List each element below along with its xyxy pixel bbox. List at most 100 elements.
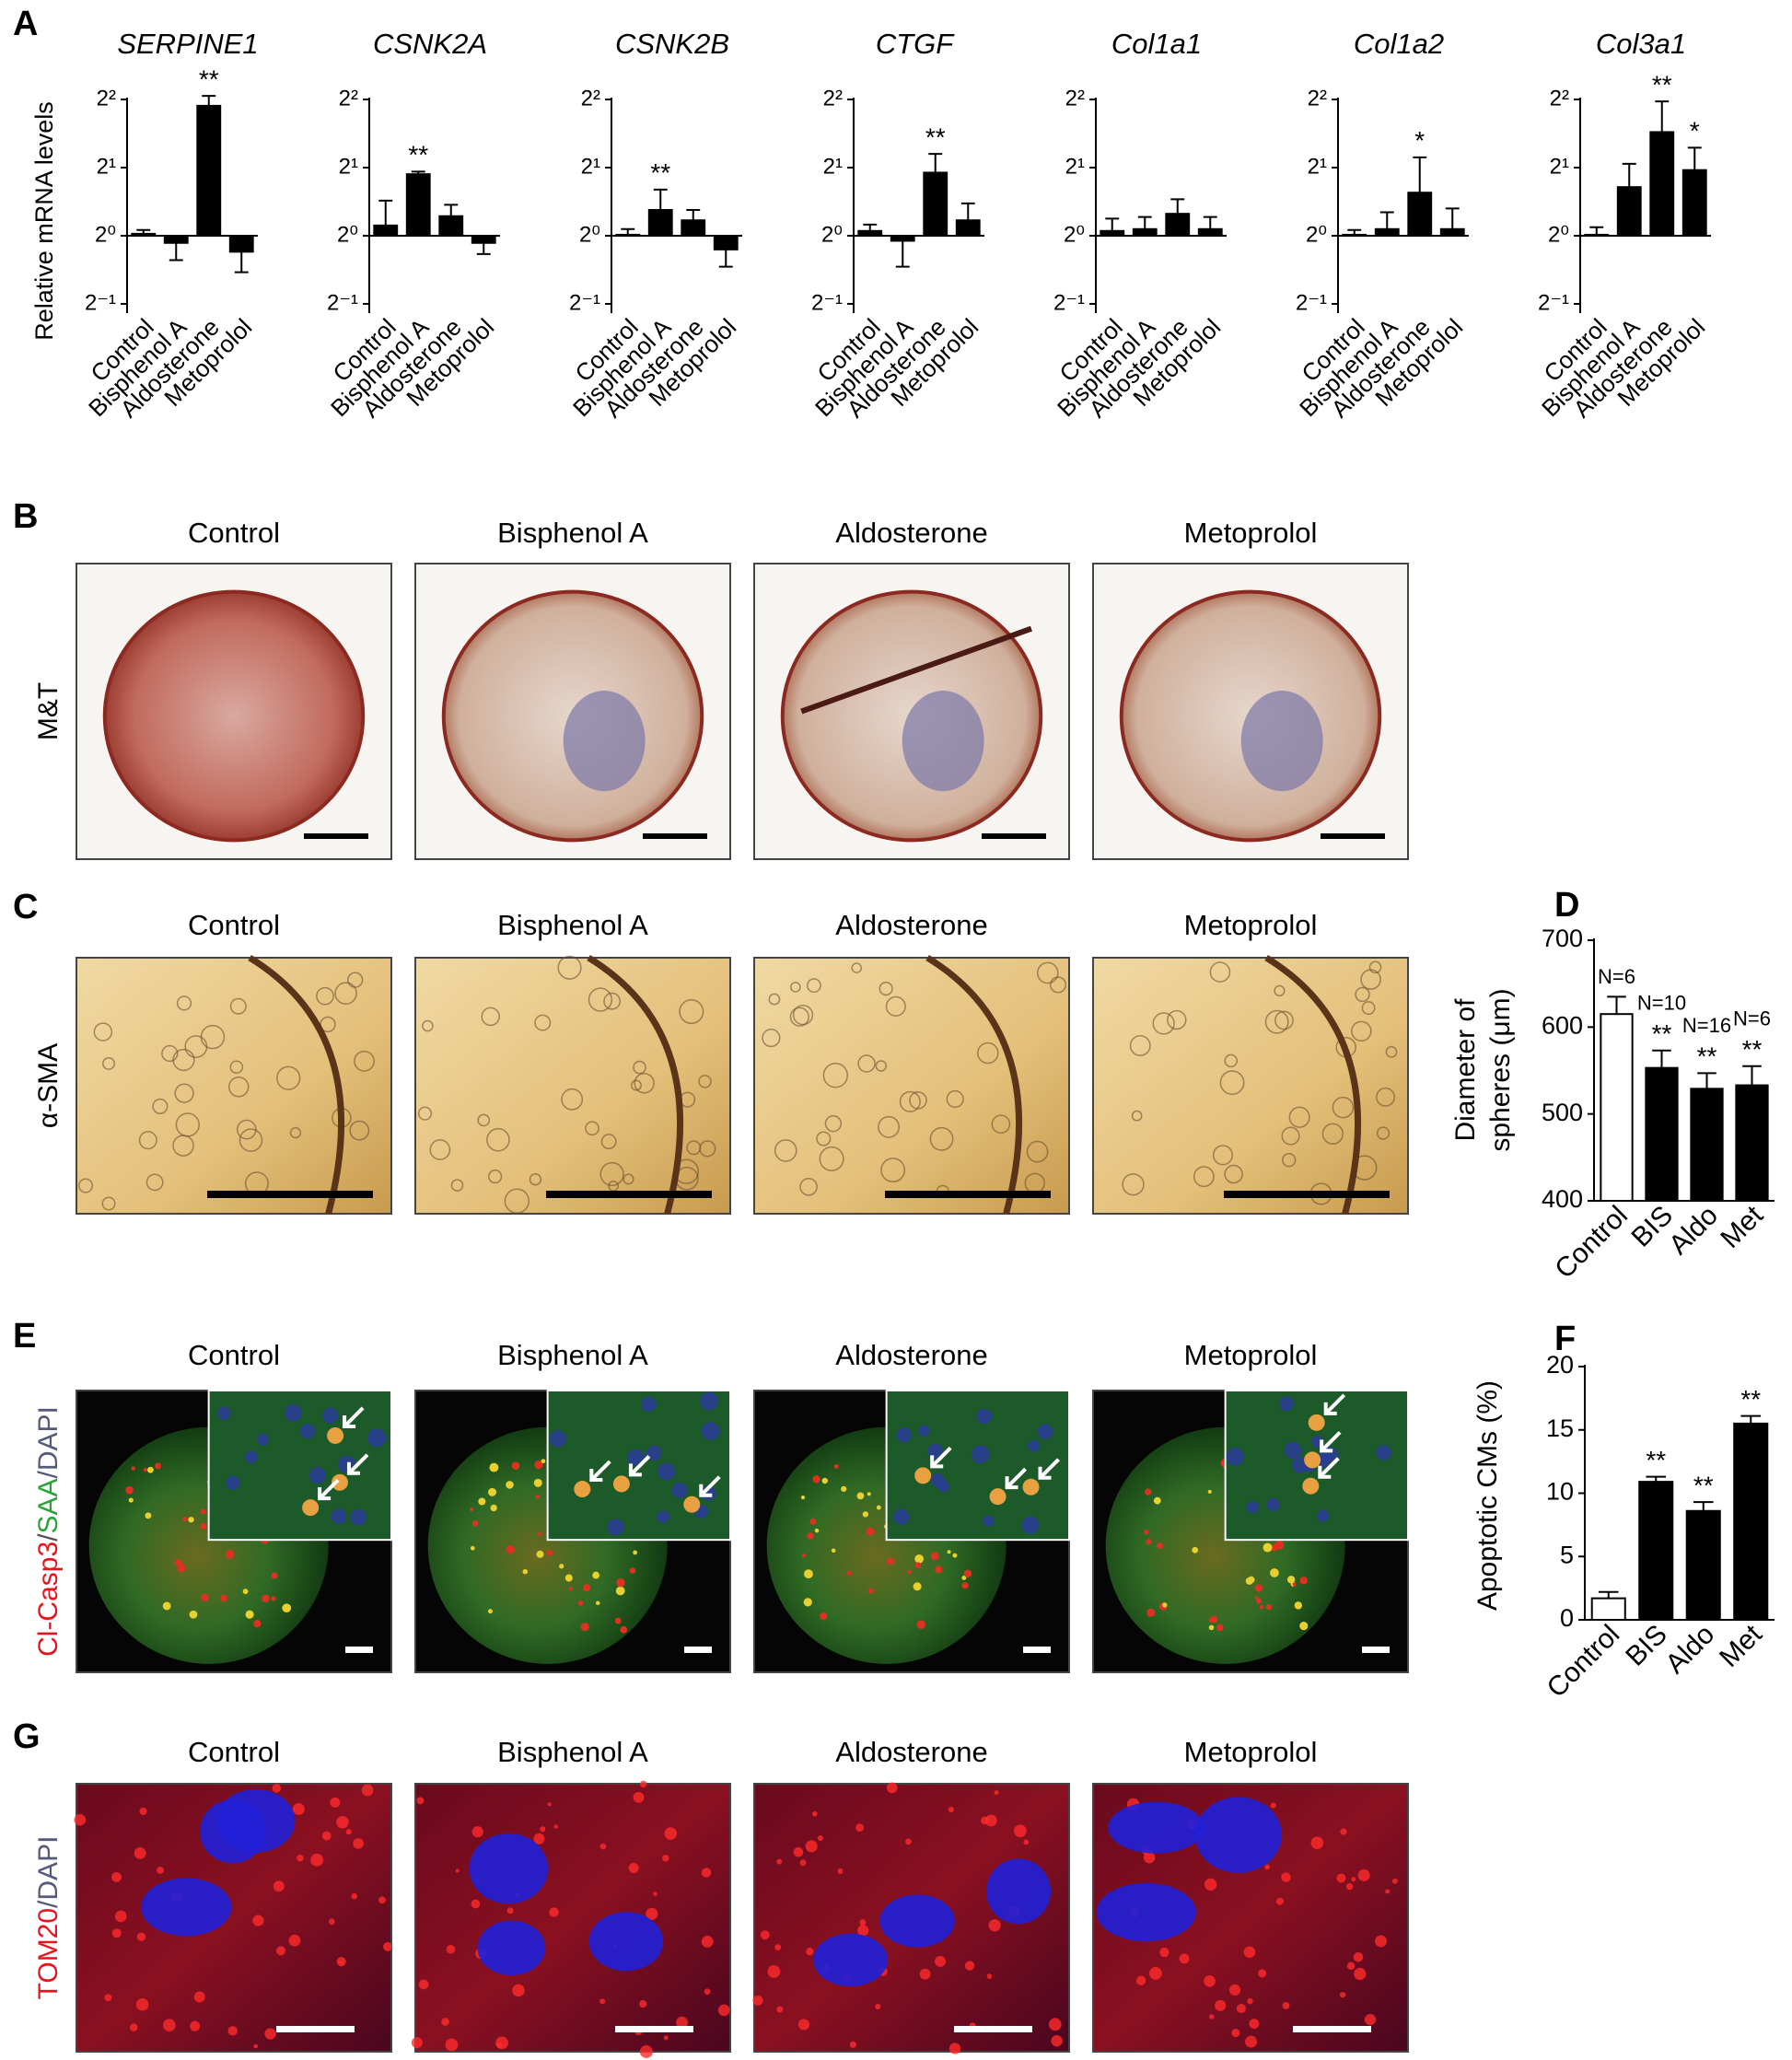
nucleus [350,1508,367,1526]
mitochondria [1159,1947,1169,1958]
mitochondria [134,1846,146,1859]
mitochondria [1149,1966,1162,1980]
cell [125,1485,134,1495]
y-tick-label: 2⁰ [337,222,358,247]
stain-label: α-SMA [33,1043,64,1128]
collagen [563,691,646,792]
cell [131,1466,135,1471]
error-bar [1655,100,1670,133]
nucleus [588,1912,664,1972]
y-tick-label: 0 [1560,1604,1574,1632]
mitochondria [919,1968,931,1980]
y-tick-label: 5 [1560,1541,1574,1568]
mitochondria [1249,2019,1260,2030]
mitochondria [264,2028,276,2040]
cell [529,1173,542,1186]
apoptotic-cell [1308,1414,1325,1431]
cell [977,1042,999,1065]
cell [146,1466,154,1473]
mitochondria [446,1944,456,1954]
cell [1144,1488,1152,1496]
cell [417,1106,433,1121]
cell [856,1492,865,1500]
mitochondria [336,1816,349,1829]
nucleus [641,1396,657,1412]
cell [875,1060,888,1072]
cell [546,1550,553,1556]
cell [225,1549,235,1559]
mitochondria [797,2019,810,2031]
cell [1351,1020,1372,1042]
bar [1616,186,1642,237]
mitochondria [628,1862,639,1873]
significance-label: ** [1646,1446,1666,1474]
mitochondria [599,1998,606,2005]
cell [559,1564,564,1569]
error-bar [960,202,975,221]
mitochondria [774,1944,782,1950]
mitochondria [547,1802,552,1807]
mitochondria [855,1823,864,1833]
cell [699,1140,716,1158]
cell [816,1131,832,1146]
nucleus [217,1406,231,1420]
cell [1026,1140,1049,1163]
significance-label: ** [408,141,428,169]
cell [629,1567,636,1574]
micrograph [414,1783,731,2053]
bar [1165,213,1191,238]
mitochondria [1270,1802,1276,1809]
scale-bar [684,1647,712,1653]
scale-bar [1321,833,1385,839]
y-tick-label: 2⁰ [1306,222,1327,247]
y-tick-label: 2⁰ [579,222,600,247]
bar [615,233,641,238]
significance-label: ** [1697,1042,1717,1071]
bar [1439,227,1465,237]
mitochondria [383,1942,392,1951]
cell [880,1158,906,1183]
significance-label: ** [199,64,219,93]
cell [1299,1577,1308,1585]
apoptotic-cell [327,1426,344,1444]
column-header: Aldosterone [835,1736,987,1768]
significance-label: ** [1652,71,1672,99]
mitochondria [310,1853,324,1867]
mitochondria [806,1948,814,1956]
column-header: Bisphenol A [497,1736,648,1768]
cell [538,1531,542,1537]
fold [800,625,1032,715]
bar [1733,1422,1769,1621]
error-bar [378,199,393,226]
mitochondria [378,1896,386,1904]
y-tick-label: 2⁻¹ [85,290,116,315]
mitochondria [549,1907,559,1917]
significance-label: * [1414,126,1425,155]
y-tick-label: 2⁰ [95,222,116,247]
cell [774,1139,797,1162]
nucleus [1194,1797,1283,1873]
arrow [1320,1430,1342,1453]
mitochondria [948,1806,954,1813]
cell [679,999,704,1025]
cell [229,1060,244,1075]
bar [373,224,399,237]
mitochondria [1346,1961,1356,1971]
chart-title: CSNK2A [373,28,487,60]
cell [1049,976,1067,994]
error-bar [928,153,943,173]
error-bar [1170,198,1185,215]
nucleus [300,1423,316,1439]
mitochondria [1243,1946,1256,1959]
nucleus [1226,1448,1244,1466]
mitochondria [288,1934,301,1947]
significance-label: * [1690,117,1700,145]
mitochondria [799,1859,807,1867]
cell [1224,1053,1239,1068]
cell [1207,1489,1212,1494]
cell [245,1610,254,1619]
x-tick-label: Aldo [1663,1200,1724,1261]
column-header: Bisphenol A [497,517,648,549]
bar [955,219,981,238]
